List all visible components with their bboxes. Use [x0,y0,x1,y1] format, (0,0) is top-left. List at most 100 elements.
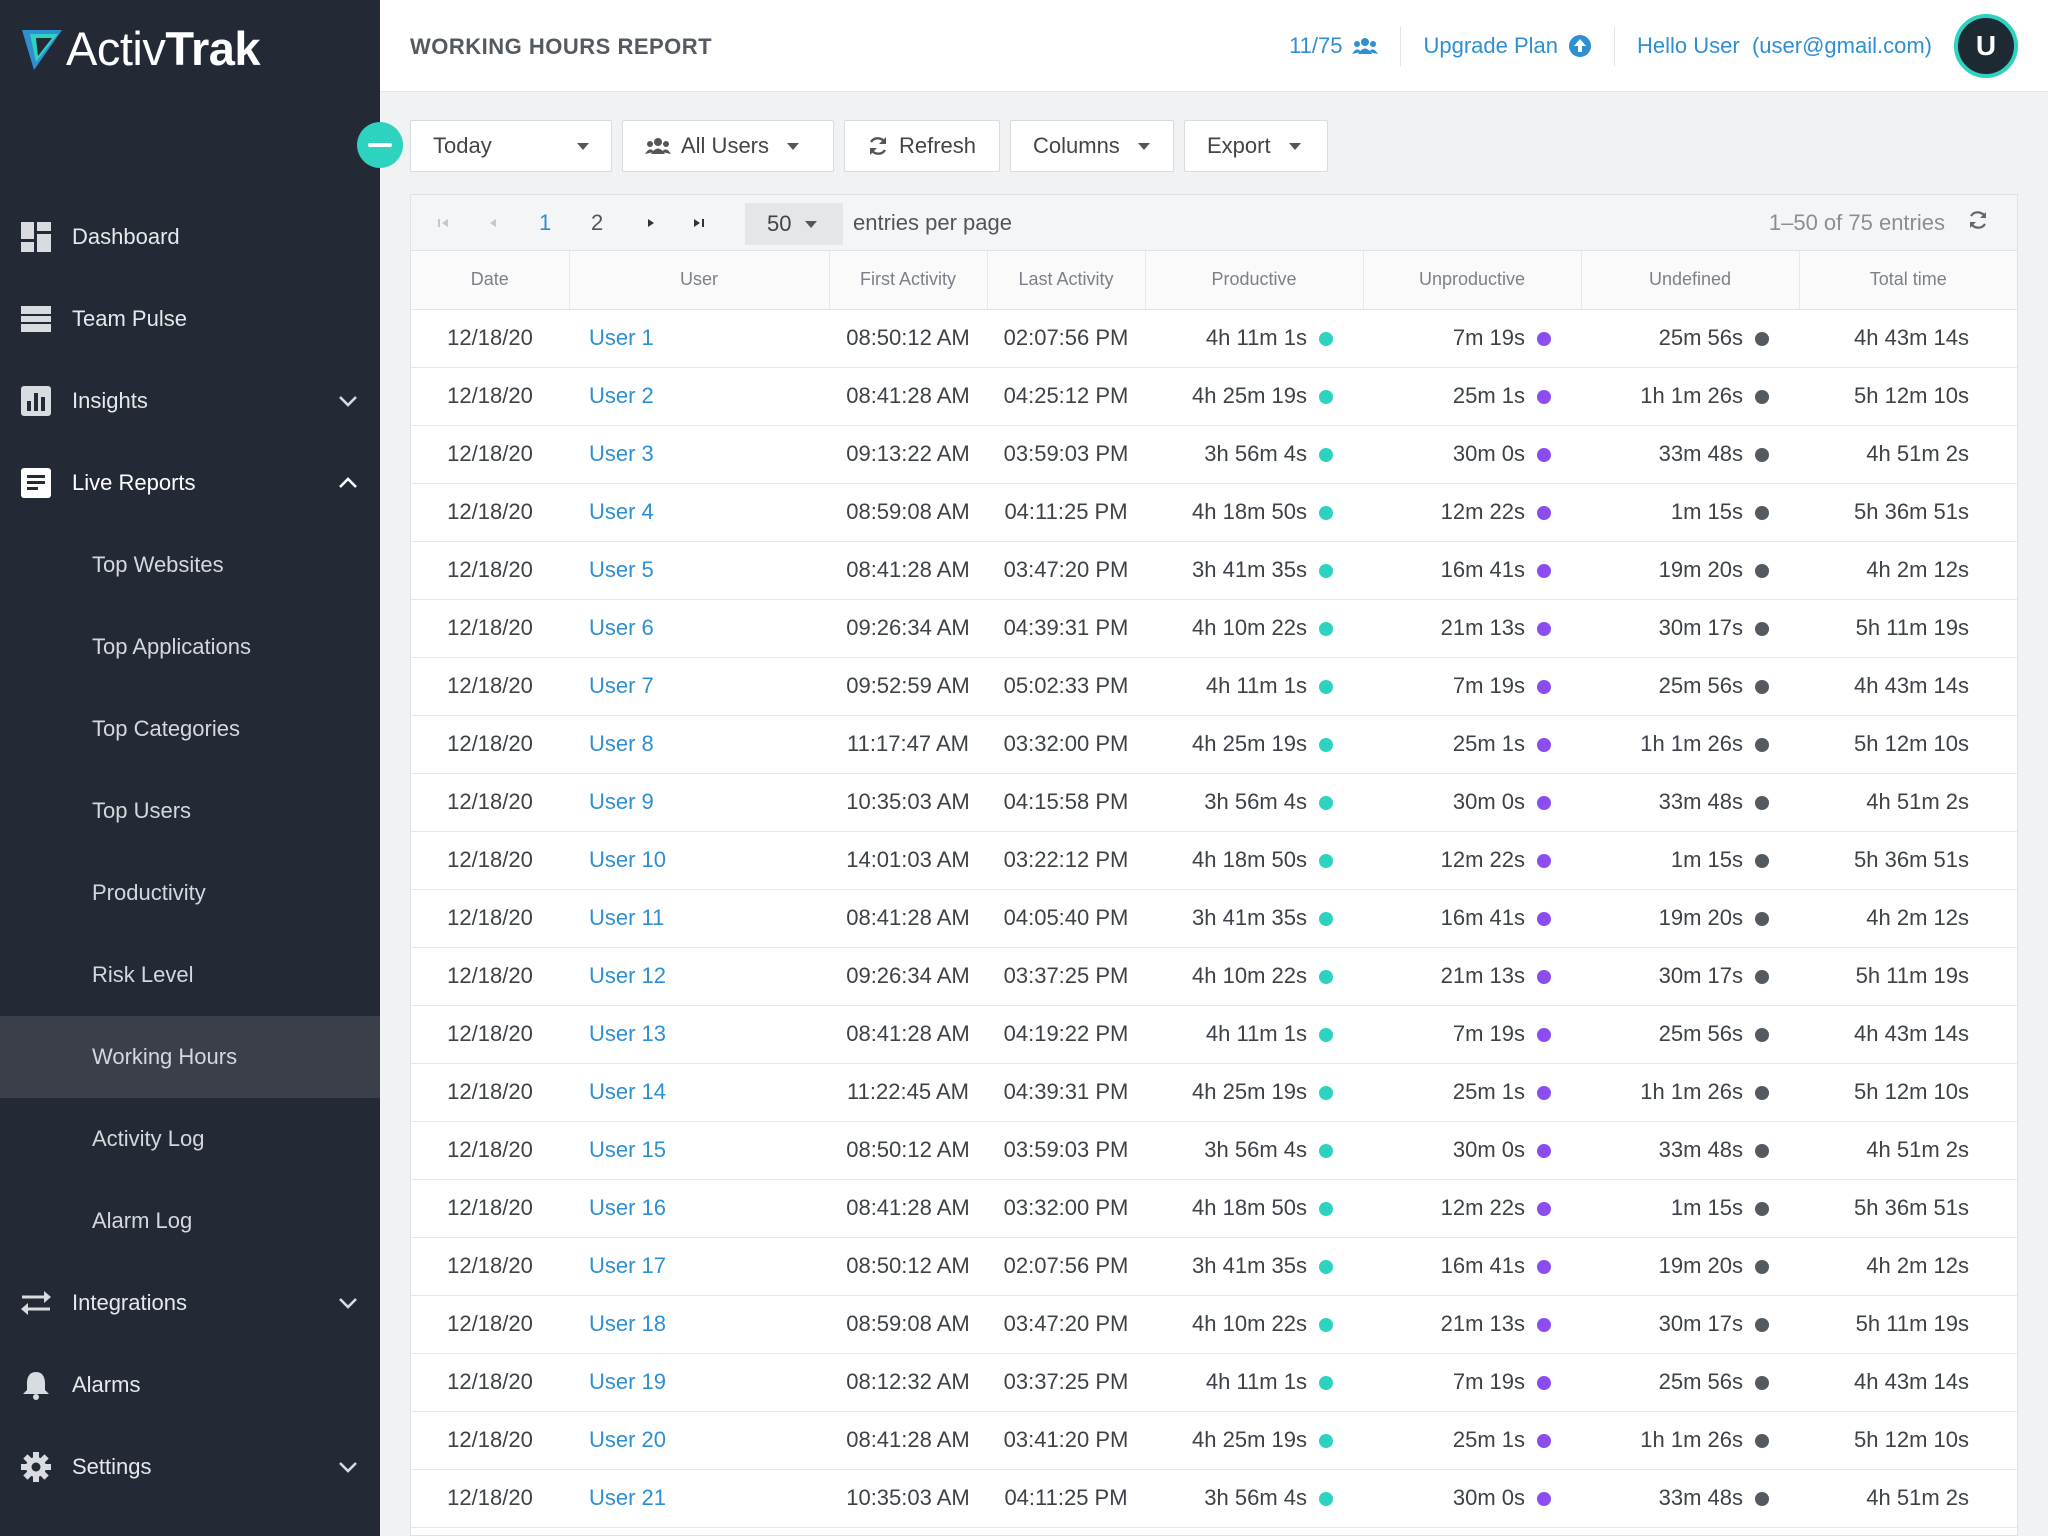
date-cell-text: 12/18/20 [447,963,533,988]
first-page-icon[interactable] [429,209,457,237]
user-link[interactable]: User 8 [569,715,829,774]
sidebar-item-productivity[interactable]: Productivity [0,852,380,934]
last-activity-cell-text: 03:37:25 PM [1003,963,1129,988]
avatar[interactable]: U [1954,14,2018,78]
user-link[interactable]: User 19 [569,1353,829,1412]
column-header-date[interactable]: Date [411,251,569,310]
productive-dot-icon [1319,1318,1333,1332]
undefined-cell-text: 30m 17s [1658,615,1743,640]
sidebar-item-risk-level[interactable]: Risk Level [0,934,380,1016]
page-size-select[interactable]: 50 [745,203,843,245]
user-link-text[interactable]: User 12 [589,963,667,988]
sidebar-item-top-users[interactable]: Top Users [0,770,380,852]
user-link-text[interactable]: User 11 [589,905,665,930]
user-link-text[interactable]: User 16 [589,1195,667,1220]
user-link[interactable]: User 18 [569,1295,829,1354]
user-link[interactable]: User 14 [569,1063,829,1122]
minus-icon [368,143,392,147]
user-link[interactable]: User 15 [569,1121,829,1180]
sidebar-item-settings[interactable]: Settings [0,1426,380,1508]
user-link-text[interactable]: User 7 [589,673,654,698]
user-link[interactable]: User 20 [569,1411,829,1470]
user-link-text[interactable]: User 20 [589,1427,667,1452]
user-link[interactable]: User 3 [569,425,829,484]
user-link[interactable]: User 4 [569,483,829,542]
user-link-text[interactable]: User 8 [589,731,654,756]
user-link[interactable]: User 5 [569,541,829,600]
user-link-text[interactable]: User 14 [589,1079,667,1104]
column-header-user[interactable]: User [568,251,829,310]
user-link[interactable]: User 21 [569,1469,829,1528]
sidebar-item-team-pulse[interactable]: Team Pulse [0,278,380,360]
user-link-text[interactable]: User 10 [589,847,667,872]
user-link-text[interactable]: User 4 [589,499,654,524]
column-header-last-activity[interactable]: Last Activity [986,251,1145,310]
sidebar-item-working-hours[interactable]: Working Hours [0,1016,380,1098]
user-link-text[interactable]: User 3 [589,441,654,466]
column-header-productive[interactable]: Productive [1144,251,1363,310]
user-link-text[interactable]: User 17 [589,1253,667,1278]
sidebar-item-top-websites[interactable]: Top Websites [0,524,380,606]
undefined-cell: 30m 17s [1581,1295,1799,1354]
collapse-sidebar-button[interactable] [357,122,403,168]
next-page-icon[interactable] [637,209,665,237]
user-link[interactable]: User 16 [569,1179,829,1238]
column-header-undefined[interactable]: Undefined [1580,251,1799,310]
undefined-dot-icon [1755,854,1769,868]
user-link[interactable]: User 13 [569,1005,829,1064]
export-dropdown[interactable]: Export [1184,120,1328,172]
sidebar-item-top-categories[interactable]: Top Categories [0,688,380,770]
productive-cell: 4h 11m 1s [1145,1353,1363,1412]
user-link-text[interactable]: User 13 [589,1021,667,1046]
page-link-2[interactable]: 2 [591,210,604,235]
user-link-text[interactable]: User 18 [589,1311,667,1336]
user-link-text[interactable]: User 2 [589,383,654,408]
users-filter-dropdown[interactable]: All Users [622,120,834,172]
user-link[interactable]: User 10 [569,831,829,890]
last-activity-cell-text: 03:37:25 PM [1003,1369,1129,1394]
user-link[interactable]: User 6 [569,599,829,658]
date-range-dropdown[interactable]: Today [410,120,612,172]
user-link-text[interactable]: User 9 [589,789,654,814]
column-header-first-activity[interactable]: First Activity [828,251,987,310]
total-time-cell: 4h 51m 2s [1799,425,2017,484]
page-link-1[interactable]: 1 [539,210,552,235]
user-link[interactable]: User 7 [569,657,829,716]
grid-refresh-icon[interactable] [1967,209,1989,237]
sidebar-item-alarms[interactable]: Alarms [0,1344,380,1426]
header-actions: 11/75 Upgrade Plan Hello User (user@gmai… [1267,0,2048,92]
undefined-cell: 1h 1m 26s [1581,1411,1799,1470]
user-link[interactable]: User 12 [569,947,829,1006]
sidebar-item-insights[interactable]: Insights [0,360,380,442]
user-link-text[interactable]: User 6 [589,615,654,640]
user-link-text[interactable]: User 15 [589,1137,667,1162]
column-header-total-time[interactable]: Total time [1798,251,2017,310]
sidebar-item-alarm-log[interactable]: Alarm Log [0,1180,380,1262]
upgrade-plan-link[interactable]: Upgrade Plan [1400,26,1614,66]
first-activity-cell-text: 08:41:28 AM [846,557,970,582]
sidebar-item-dashboard[interactable]: Dashboard [0,196,380,278]
user-link[interactable]: User 17 [569,1237,829,1296]
last-page-icon[interactable] [685,209,713,237]
sidebar-nav: Dashboard Team Pulse Insights Live Reports T… [0,196,380,1508]
user-account-link[interactable]: Hello User (user@gmail.com) [1614,26,1954,66]
user-link-text[interactable]: User 21 [589,1485,667,1510]
chevron-down-icon [336,1291,360,1315]
user-link-text[interactable]: User 19 [589,1369,667,1394]
sidebar-item-top-applications[interactable]: Top Applications [0,606,380,688]
user-link-text[interactable]: User 5 [589,557,654,582]
license-count-link[interactable]: 11/75 [1267,26,1400,66]
sidebar-item-live-reports[interactable]: Live Reports [0,442,380,524]
columns-dropdown[interactable]: Columns [1010,120,1174,172]
sidebar-item-integrations[interactable]: Integrations [0,1262,380,1344]
user-link[interactable]: User 1 [569,309,829,368]
user-link[interactable]: User 2 [569,367,829,426]
user-link-text[interactable]: User 1 [589,325,654,350]
user-link[interactable]: User 9 [569,773,829,832]
sidebar-item-activity-log[interactable]: Activity Log [0,1098,380,1180]
user-link[interactable]: User 11 [569,889,829,948]
column-header-unproductive[interactable]: Unproductive [1362,251,1581,310]
previous-page-icon[interactable] [479,209,507,237]
activtrak-logo[interactable]: ActivTrak [20,18,261,78]
refresh-button[interactable]: Refresh [844,120,1000,172]
